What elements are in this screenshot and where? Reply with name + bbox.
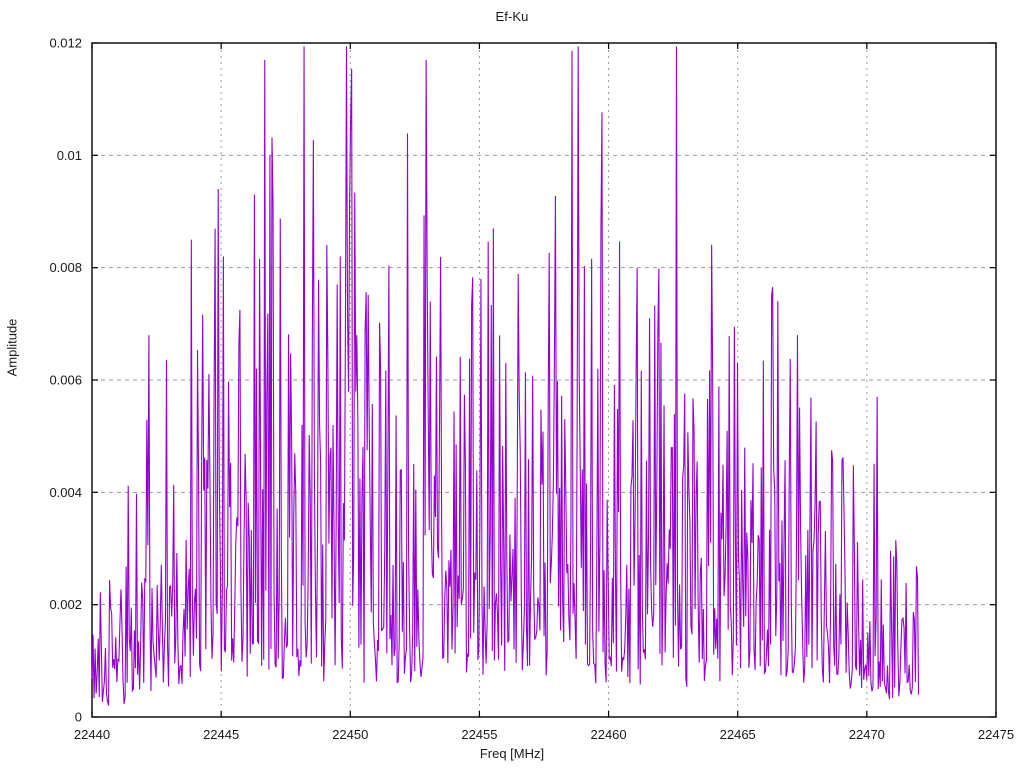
- x-axis-label: Freq [MHz]: [479, 746, 545, 761]
- x-tick-label: 22440: [74, 727, 110, 742]
- y-tick-label: 0.004: [49, 485, 82, 500]
- data-series: [91, 46, 920, 706]
- x-tick-label: 22455: [461, 727, 497, 742]
- x-tick-label: 22445: [203, 727, 239, 742]
- y-tick-label: 0: [75, 710, 82, 725]
- y-tick-label: 0.012: [49, 36, 82, 51]
- x-tick-label: 22450: [332, 727, 368, 742]
- x-tick-label: 22475: [978, 727, 1014, 742]
- y-tick-label: 0.01: [57, 148, 82, 163]
- y-tick-label: 0.006: [49, 373, 82, 388]
- chart-title: Ef-Ku: [495, 9, 529, 24]
- y-tick-label: 0.002: [49, 597, 82, 612]
- x-tick-label: 22465: [720, 727, 756, 742]
- tick-labels: 22440 22445 22450 22455 22460 22465 22470 22475…: [49, 36, 1014, 743]
- spectrum-line: [91, 46, 920, 706]
- x-tick-label: 22470: [849, 727, 885, 742]
- plot-frame: [91, 42, 997, 718]
- y-tick-label: 0.008: [49, 260, 82, 275]
- x-tick-label: 22460: [590, 727, 626, 742]
